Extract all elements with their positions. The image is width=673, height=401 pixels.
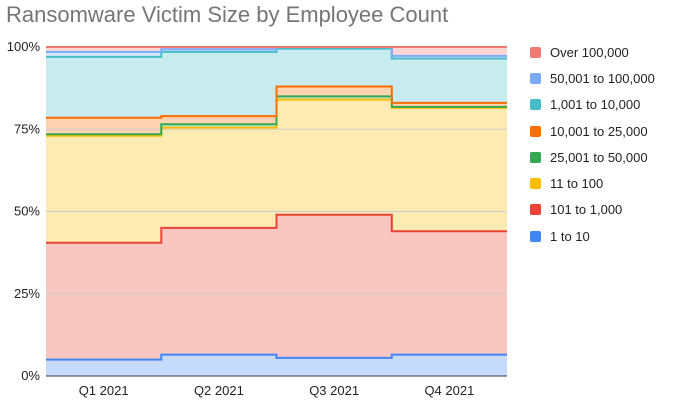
legend-swatch: [530, 204, 541, 216]
area-1-001-to-10-000: [46, 48, 507, 118]
x-tick-label: Q1 2021: [79, 383, 129, 398]
legend-item: 11 to 100: [530, 170, 655, 196]
chart-title: Ransomware Victim Size by Employee Count: [6, 2, 449, 27]
y-tick-label: 25%: [14, 286, 40, 301]
x-tick-label: Q4 2021: [424, 383, 474, 398]
legend-swatch: [530, 46, 541, 58]
legend-swatch: [530, 72, 541, 84]
legend-item: 1 to 10: [530, 223, 655, 249]
line-1-to-10: [46, 353, 507, 361]
legend-swatch: [530, 178, 541, 190]
legend-label: 10,001 to 25,000: [550, 123, 648, 139]
area-11-to-100: [46, 99, 507, 243]
y-tick-label: 0%: [21, 368, 40, 383]
legend-swatch: [530, 125, 541, 137]
legend-swatch: [530, 99, 541, 111]
legend-swatch: [530, 151, 541, 163]
stepped-area-chart: 0% 25% 50% 75% 100% Q1 2021 Q2 2021 Q3 2021 Q4 2…: [7, 39, 507, 398]
legend-item: Over 100,000: [530, 39, 655, 65]
line-10-001-to-25-000: [46, 85, 507, 119]
legend-item: 10,001 to 25,000: [530, 118, 655, 144]
legend-label: 101 to 1,000: [550, 202, 623, 218]
legend-label: 50,001 to 100,000: [550, 70, 655, 86]
legend-swatch: [530, 230, 541, 242]
legend-label: 1 to 10: [550, 228, 590, 244]
legend-item: 25,001 to 50,000: [530, 144, 655, 170]
area-10-001-to-25-000: [46, 86, 507, 135]
legend-item: 1,001 to 10,000: [530, 92, 655, 118]
y-tick-label: 100%: [7, 39, 41, 54]
legend-label: 1,001 to 10,000: [550, 97, 641, 113]
x-tick-label: Q2 2021: [194, 383, 244, 398]
chart-legend: Over 100,000 50,001 to 100,000 1,001 to 10…: [530, 39, 655, 249]
legend-item: 101 to 1,000: [530, 197, 655, 223]
legend-label: 11 to 100: [550, 176, 604, 192]
line-50-001-to-100-000: [46, 46, 507, 57]
y-tick-label: 50%: [14, 204, 40, 219]
legend-item: 50,001 to 100,000: [530, 65, 655, 91]
x-tick-label: Q3 2021: [309, 383, 359, 398]
line-101-to-1-000: [46, 213, 507, 244]
y-tick-label: 75%: [14, 121, 40, 136]
legend-label: 25,001 to 50,000: [550, 149, 648, 165]
legend-label: Over 100,000: [550, 44, 629, 60]
area-101-to-1-000: [46, 214, 507, 360]
